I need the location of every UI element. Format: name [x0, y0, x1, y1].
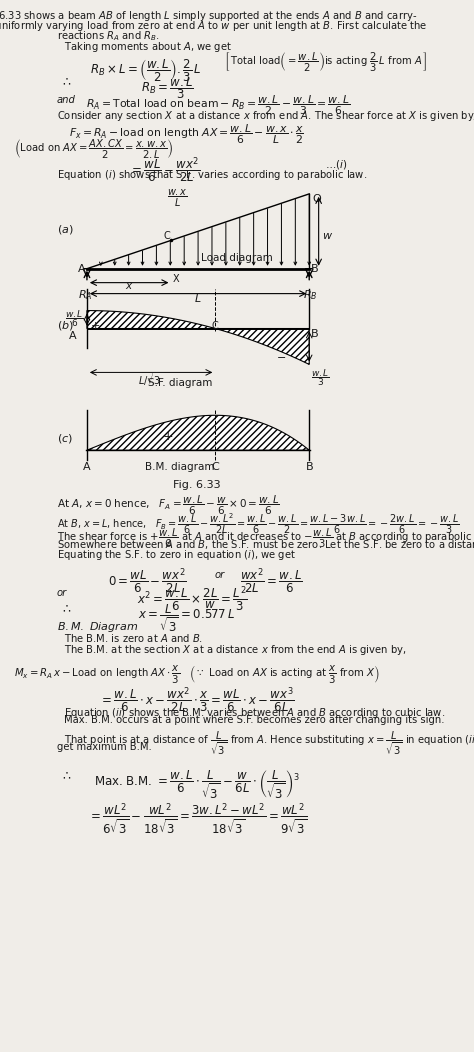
Text: Max. B.M. $= \dfrac{w.L}{6}\cdot\dfrac{L}{\sqrt{3}} - \dfrac{w}{6L}\cdot\left(\d: Max. B.M. $= \dfrac{w.L}{6}\cdot\dfrac{L…	[94, 769, 300, 802]
Text: Equation ($ii$) shows the B.M. varies between $A$ and $B$ according to cubic law: Equation ($ii$) shows the B.M. varies be…	[64, 706, 446, 720]
Text: $B.M.\ Diagram$: $B.M.\ Diagram$	[57, 620, 138, 633]
Text: $(b)$: $(b)$	[57, 319, 73, 331]
Text: and: and	[57, 95, 75, 105]
Polygon shape	[216, 328, 309, 364]
Text: $\ldots(i)$: $\ldots(i)$	[325, 158, 347, 171]
Text: $(a)$: $(a)$	[57, 223, 73, 236]
Text: Taking moments about $A$, we get: Taking moments about $A$, we get	[64, 40, 232, 55]
Text: $= \dfrac{wL^2}{6\sqrt{3}} - \dfrac{wL^2}{18\sqrt{3}} = \dfrac{3w.L^2 - wL^2}{18: $= \dfrac{wL^2}{6\sqrt{3}} - \dfrac{wL^2…	[88, 803, 307, 837]
Text: $R_B = \dfrac{w.L}{3}$: $R_B = \dfrac{w.L}{3}$	[141, 75, 194, 101]
Text: $L/\sqrt{3}$: $L/\sqrt{3}$	[138, 370, 164, 388]
Text: Fig. 6.33 shows a beam $AB$ of length $L$ simply supported at the ends $A$ and $: Fig. 6.33 shows a beam $AB$ of length $L…	[0, 9, 417, 23]
Text: S.F. diagram: S.F. diagram	[148, 379, 212, 388]
Text: $\therefore$: $\therefore$	[61, 75, 72, 88]
Text: Somewhere between $A$ and $B$, the S.F. must be zero. Let the S.F. be zero to a : Somewhere between $A$ and $B$, the S.F. …	[57, 538, 474, 551]
Text: or: or	[57, 588, 67, 598]
Text: $\left[\,\text{Total load}\left(=\dfrac{w.L}{2}\right)\text{is acting }\dfrac{2}: $\left[\,\text{Total load}\left(=\dfrac{…	[224, 52, 428, 75]
Text: Load diagram: Load diagram	[201, 252, 273, 263]
Text: $L$: $L$	[194, 291, 202, 304]
Text: B: B	[311, 264, 319, 274]
Text: $= \dfrac{w.L}{6}\cdot x - \dfrac{wx^2}{2L}\cdot\dfrac{x}{3} = \dfrac{wL}{6}\cdo: $= \dfrac{w.L}{6}\cdot x - \dfrac{wx^2}{…	[99, 686, 295, 715]
Text: At $B$, $x = L$, hence,$\quad F_B = \dfrac{w.L}{6} - \dfrac{w.L^2}{2L} = \dfrac{: At $B$, $x = L$, hence,$\quad F_B = \dfr…	[57, 511, 459, 535]
Text: O: O	[312, 194, 321, 204]
Text: $\therefore$: $\therefore$	[61, 603, 72, 615]
Text: $x$: $x$	[125, 281, 133, 290]
Text: $R_A$: $R_A$	[78, 288, 93, 302]
Text: $+$: $+$	[90, 320, 100, 330]
Text: The shear force is $+\dfrac{w.L}{6}$ at $A$ and it decreases to $-\dfrac{w.L}{3}: The shear force is $+\dfrac{w.L}{6}$ at …	[57, 527, 474, 550]
Text: $\left(\text{Load on }AX = \dfrac{AX.CX}{2} = \dfrac{x.w.x}{2.L}\right)$: $\left(\text{Load on }AX = \dfrac{AX.CX}…	[15, 138, 174, 161]
Text: $M_x = R_A\,x - \text{Load on length }AX \cdot \dfrac{x}{3}\quad\left(\because\ : $M_x = R_A\,x - \text{Load on length }AX…	[14, 663, 380, 685]
Text: $= \dfrac{wL}{6} - \dfrac{wx^2}{2L}$: $= \dfrac{wL}{6} - \dfrac{wx^2}{2L}$	[129, 156, 200, 185]
Text: A: A	[69, 330, 77, 341]
Text: Equation ($i$) shows that S.F. varies according to parabolic law.: Equation ($i$) shows that S.F. varies ac…	[57, 168, 367, 182]
Text: get maximum B.M.: get maximum B.M.	[57, 743, 152, 752]
Text: $(c)$: $(c)$	[57, 432, 73, 445]
Text: $x = \dfrac{L}{\sqrt{3}} = 0.577\,L$: $x = \dfrac{L}{\sqrt{3}} = 0.577\,L$	[138, 603, 235, 634]
Text: Equating the S.F. to zero in equation ($i$), we get: Equating the S.F. to zero in equation ($…	[57, 548, 296, 562]
Text: B: B	[311, 328, 319, 339]
Text: $+$: $+$	[162, 430, 173, 443]
Text: B.M. diagram: B.M. diagram	[146, 462, 215, 472]
Text: $R_B$: $R_B$	[303, 288, 318, 302]
Text: B: B	[305, 462, 313, 472]
Polygon shape	[87, 310, 215, 328]
Text: $w$: $w$	[322, 230, 333, 241]
Text: reactions $R_A$ and $R_B$.: reactions $R_A$ and $R_B$.	[57, 29, 160, 43]
Text: That point is at a distance of $\dfrac{L}{\sqrt{3}}$ from $A$. Hence substitutin: That point is at a distance of $\dfrac{L…	[64, 729, 474, 757]
Text: Fig. 6.33: Fig. 6.33	[173, 480, 221, 490]
Text: $\dfrac{wx^2}{2L} = \dfrac{w.L}{6}$: $\dfrac{wx^2}{2L} = \dfrac{w.L}{6}$	[240, 567, 303, 596]
Text: Max. B.M. occurs at a point where S.F. becomes zero after changing its sign.: Max. B.M. occurs at a point where S.F. b…	[64, 715, 445, 726]
Text: ing a uniformly varying load from zero at end $A$ to $w$ per unit length at $B$.: ing a uniformly varying load from zero a…	[0, 19, 428, 34]
Text: C: C	[164, 231, 170, 241]
Text: Consider any section $X$ at a distance $x$ from end $A$. The shear force at $X$ : Consider any section $X$ at a distance $…	[57, 109, 474, 123]
Polygon shape	[87, 416, 309, 450]
Text: $R_B \times L = \left(\dfrac{w.L}{2}\right).\dfrac{2}{3}\,L$: $R_B \times L = \left(\dfrac{w.L}{2}\rig…	[90, 57, 201, 83]
Text: C: C	[212, 321, 219, 330]
Text: $\dfrac{w.x}{L}$: $\dfrac{w.x}{L}$	[166, 188, 187, 209]
Text: A: A	[83, 462, 91, 472]
Text: $\therefore$: $\therefore$	[61, 769, 72, 783]
Text: C: C	[211, 462, 219, 472]
Text: or: or	[215, 570, 225, 580]
Text: $-$: $-$	[276, 351, 286, 362]
Text: The B.M. at the section $X$ at a distance $x$ from the end $A$ is given by,: The B.M. at the section $X$ at a distanc…	[64, 643, 407, 656]
Text: The B.M. is zero at $A$ and $B$.: The B.M. is zero at $A$ and $B$.	[64, 631, 203, 644]
Text: At $A$, $x = 0$ hence,$\quad F_A = \dfrac{w.L}{6} - \dfrac{w}{6} \times 0 = \dfr: At $A$, $x = 0$ hence,$\quad F_A = \dfra…	[57, 494, 280, 518]
Text: X: X	[173, 274, 179, 284]
Text: A: A	[77, 264, 85, 274]
Text: $\dfrac{w.L}{3}$: $\dfrac{w.L}{3}$	[311, 367, 330, 388]
Text: $R_A = \text{Total load on beam} - R_B = \dfrac{w.L}{2} - \dfrac{w.L}{3} = \dfra: $R_A = \text{Total load on beam} - R_B =…	[86, 94, 350, 117]
Text: $x^2 = \dfrac{w.L}{6} \times \dfrac{2L}{w} = \dfrac{L^2}{3}$: $x^2 = \dfrac{w.L}{6} \times \dfrac{2L}{…	[137, 585, 248, 614]
Text: $\dfrac{w.L}{6}$: $\dfrac{w.L}{6}$	[65, 308, 84, 329]
Text: $0 = \dfrac{wL}{6} - \dfrac{wx^2}{2L}$: $0 = \dfrac{wL}{6} - \dfrac{wx^2}{2L}$	[108, 567, 187, 596]
Text: $F_x = R_A - \text{load on length }AX = \dfrac{w.L}{6} - \dfrac{w.x}{L}\cdot\dfr: $F_x = R_A - \text{load on length }AX = …	[69, 123, 304, 146]
